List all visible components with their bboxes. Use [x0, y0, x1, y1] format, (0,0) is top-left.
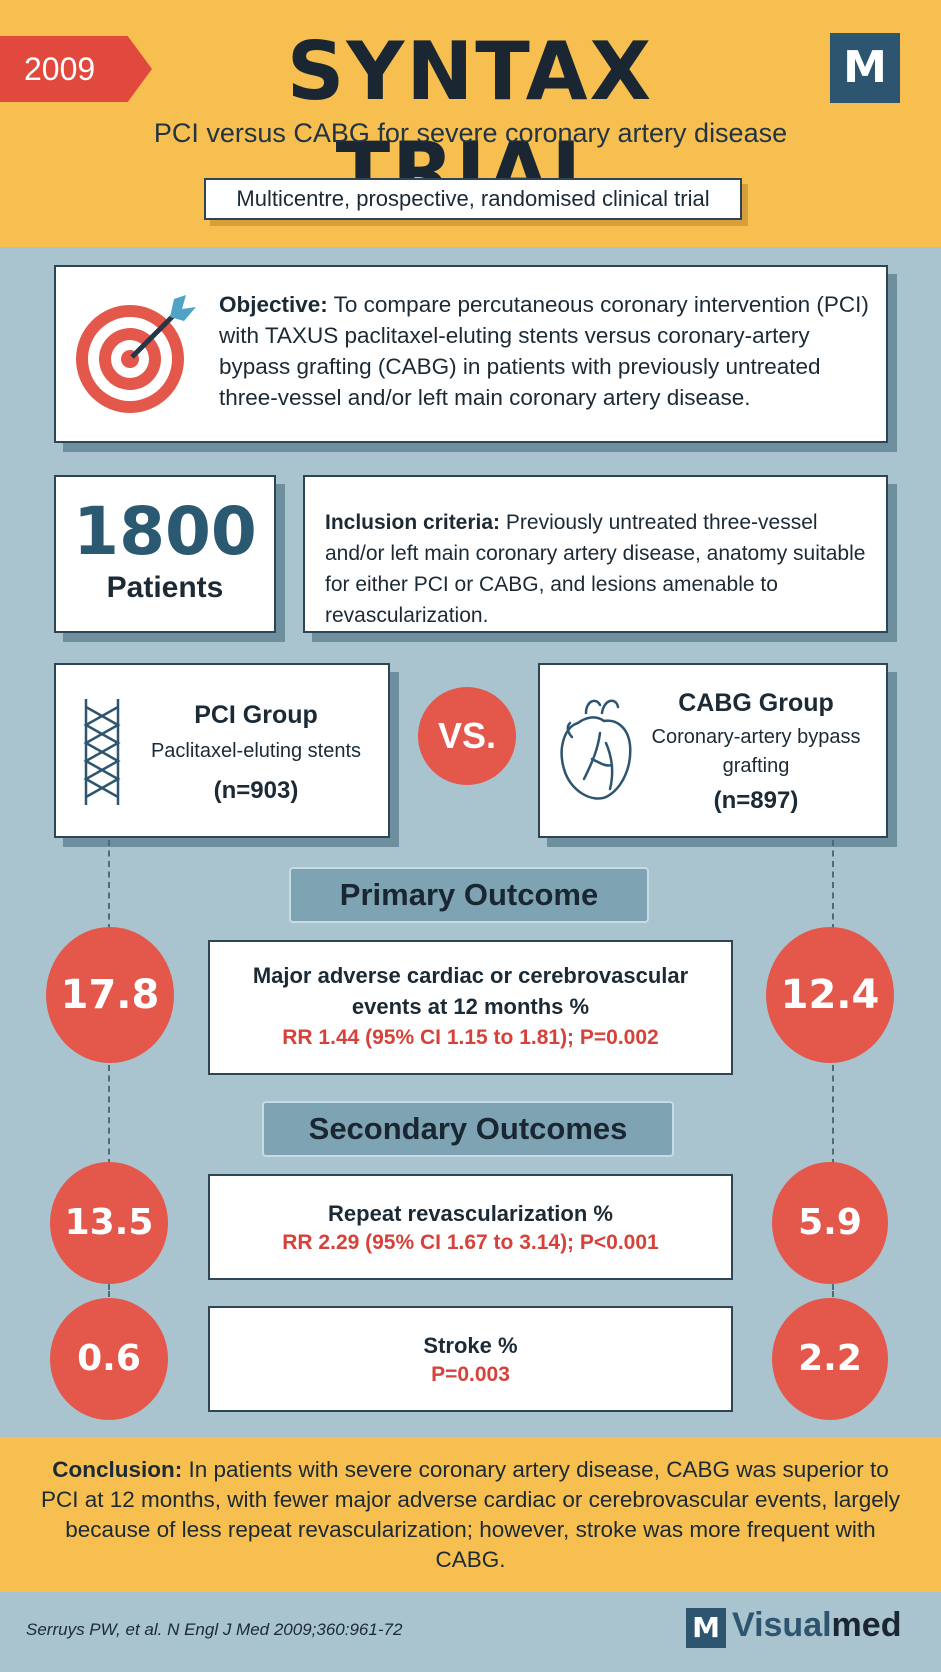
cabg-group-n: (n=897): [713, 787, 799, 814]
patients-label: Patients: [106, 571, 224, 604]
pci-connector-line: [108, 1065, 110, 1165]
pci-group-n: (n=903): [213, 777, 299, 804]
primary-outcome-heading: Primary Outcome: [289, 867, 649, 923]
primary-outcome-card: Major adverse cardiac or cerebrovascular…: [208, 940, 733, 1075]
cabg-repeat-revasc-value: 5.9: [772, 1162, 888, 1284]
cabg-group-desc-line2: grafting: [722, 755, 790, 777]
pci-primary-value: 17.8: [46, 927, 174, 1063]
patients-count: 1800: [73, 493, 257, 570]
stroke-stat: P=0.003: [431, 1363, 510, 1386]
trial-design-badge: Multicentre, prospective, randomised cli…: [204, 178, 742, 220]
citation: Serruys PW, et al. N Engl J Med 2009;360…: [26, 1620, 403, 1639]
inclusion-text: Previously untreated three-vessel and/or…: [325, 511, 866, 627]
stroke-card: Stroke % P=0.003: [208, 1306, 733, 1412]
pci-repeat-revasc-value: 13.5: [50, 1162, 168, 1284]
stroke-label: Stroke %: [423, 1333, 518, 1358]
visualmed-logo-icon: M: [830, 33, 900, 103]
primary-outcome-stat: RR 1.44 (95% CI 1.15 to 1.81); P=0.002: [282, 1026, 659, 1049]
repeat-revasc-label: Repeat revascularization %: [328, 1201, 613, 1226]
cabg-connector-line: [832, 840, 834, 930]
conclusion-text: In patients with severe coronary artery …: [40, 1457, 901, 1572]
objective-text: To compare percutaneous coronary interve…: [219, 292, 869, 410]
conclusion-heading: Conclusion:: [52, 1457, 183, 1482]
pci-group-desc: Paclitaxel-eluting stents: [150, 740, 362, 762]
repeat-revasc-stat: RR 2.29 (95% CI 1.67 to 3.14); P<0.001: [282, 1231, 659, 1254]
inclusion-heading: Inclusion criteria:: [325, 511, 501, 534]
cabg-stroke-value: 2.2: [772, 1298, 888, 1420]
pci-connector-line: [108, 1284, 110, 1304]
cabg-connector-line: [832, 1284, 834, 1304]
conclusion-banner: Conclusion: In patients with severe coro…: [0, 1437, 941, 1592]
visualmed-footer-logo-icon: M: [686, 1608, 726, 1648]
patients-card: 1800 Patients: [54, 475, 276, 633]
repeat-revasc-card: Repeat revascularization % RR 2.29 (95% …: [208, 1174, 733, 1280]
inclusion-card: Inclusion criteria: Previously untreated…: [303, 475, 888, 633]
cabg-group-name: CABG Group: [678, 689, 834, 717]
brand-name-part2: med: [831, 1606, 902, 1644]
pci-stroke-value: 0.6: [50, 1298, 168, 1420]
heart-icon: [560, 699, 632, 800]
cabg-connector-line: [832, 1065, 834, 1165]
footer: Serruys PW, et al. N Engl J Med 2009;360…: [0, 1592, 941, 1672]
cabg-group-card: CABG Group Coronary-artery bypass grafti…: [538, 663, 888, 838]
header-banner: 2009 SYNTAX TRIAL M PCI versus CABG for …: [0, 0, 941, 247]
pci-connector-line: [108, 840, 110, 930]
stent-icon: [83, 699, 121, 805]
brand-name: Visualmed: [732, 1606, 901, 1645]
pci-group-card: PCI Group Paclitaxel-eluting stents (n=9…: [54, 663, 390, 838]
vs-badge: VS.: [418, 687, 516, 785]
objective-heading: Objective:: [219, 292, 328, 317]
objective-card: Objective: To compare percutaneous coron…: [54, 265, 888, 443]
primary-outcome-label-line2: events at 12 months %: [351, 994, 590, 1019]
year-tag: 2009: [0, 36, 152, 102]
cabg-group-desc-line1: Coronary-artery bypass: [651, 726, 861, 748]
page-subtitle: PCI versus CABG for severe coronary arte…: [153, 118, 788, 148]
target-icon: [76, 295, 196, 413]
brand-name-part1: Visual: [732, 1606, 832, 1644]
primary-outcome-label-line1: Major adverse cardiac or cerebrovascular: [252, 963, 689, 988]
pci-group-name: PCI Group: [194, 701, 318, 729]
secondary-outcomes-heading: Secondary Outcomes: [262, 1101, 674, 1157]
page-title: SYNTAX TRIAL: [286, 25, 654, 218]
cabg-primary-value: 12.4: [766, 927, 894, 1063]
